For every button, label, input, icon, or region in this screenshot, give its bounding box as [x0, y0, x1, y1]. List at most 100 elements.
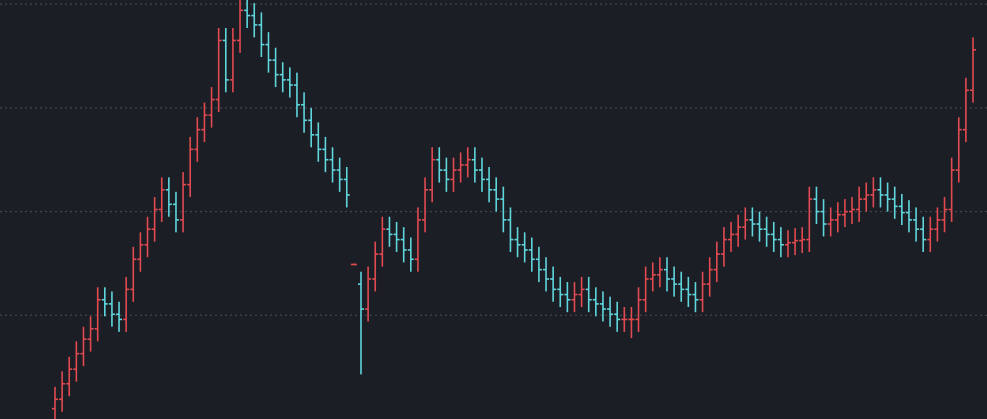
ohlc-bar [265, 32, 272, 73]
ohlc-bar [393, 221, 400, 253]
ohlc-bar [172, 191, 179, 233]
ohlc-bar [365, 266, 372, 322]
ohlc-bar [962, 77, 969, 143]
ohlc-bar [322, 136, 329, 173]
ohlc-bar [286, 67, 293, 98]
ohlc-bar [414, 207, 421, 272]
ohlc-bar [514, 227, 521, 258]
ohlc-bar [671, 266, 678, 297]
ohlc-bar [194, 117, 201, 162]
ohlc-bar [877, 177, 884, 208]
ohlc-bar [443, 157, 450, 192]
ohlc-bar [528, 237, 535, 272]
ohlc-bar [827, 207, 834, 237]
ohlc-bar [720, 227, 727, 267]
ohlc-bar [358, 271, 364, 375]
ohlc-bar [607, 296, 614, 327]
ohlc-bar [749, 207, 756, 237]
ohlc-bar [407, 237, 414, 272]
ohlc-bar [73, 341, 80, 382]
ohlc-bar [59, 371, 66, 412]
ohlc-bar [955, 117, 962, 183]
ohlc-bar [571, 282, 578, 313]
ohlc-bar [158, 177, 165, 222]
ohlc-bar [87, 316, 94, 352]
ohlc-bar [208, 87, 215, 128]
ohlc-bar [229, 28, 236, 93]
ohlc-bar [507, 207, 514, 253]
ohlc-bar [436, 147, 443, 183]
ohlc-bar [777, 227, 784, 258]
ohlc-bar [500, 186, 507, 233]
ohlc-bar [599, 291, 606, 322]
ohlc-bar [614, 301, 621, 332]
ohlc-bar [656, 257, 663, 288]
ohlc-bar [471, 147, 478, 183]
ohlc-bar [664, 257, 670, 292]
ohlc-bar [329, 147, 336, 183]
ohlc-bar [386, 216, 393, 247]
ohlc-bar [870, 177, 877, 208]
ohlc-bar [628, 306, 635, 339]
ohlc-bar [856, 186, 863, 222]
ohlc-bar [834, 202, 841, 233]
ohlc-bar [621, 306, 628, 332]
ohlc-bar [564, 282, 571, 313]
ohlc-bar [130, 246, 137, 302]
ohlc-bar [80, 326, 87, 367]
ohlc-bar [258, 12, 265, 58]
ohlc-bar [699, 271, 706, 313]
ohlc-bar [521, 232, 528, 263]
ohlc-bar [350, 263, 357, 266]
ohlc-bar [948, 157, 955, 222]
ohlc-bar [685, 276, 692, 307]
ohlc-bar [692, 282, 699, 313]
ohlc-bar [742, 207, 749, 240]
ohlc-bar [735, 214, 742, 247]
ohlc-bar [493, 177, 500, 212]
ohlc-bar [215, 28, 222, 113]
ohlc-bar [180, 172, 187, 233]
ohlc-bar [706, 257, 713, 297]
ohlc-bar [678, 271, 685, 302]
ohlc-bar [372, 241, 379, 292]
ohlc-bar [770, 221, 777, 253]
ohlc-bar [151, 197, 158, 242]
ohlc-bar [592, 287, 599, 317]
ohlc-bar [137, 232, 144, 272]
ohlc-bar [841, 199, 848, 228]
ohlc-bar [934, 207, 941, 242]
ohlc-bar [792, 228, 799, 256]
ohlc-bar [52, 386, 58, 419]
ohlc-bar [123, 276, 130, 332]
ohlc-bar [585, 276, 592, 313]
ohlc-bar [849, 197, 856, 225]
ohlc-bar [457, 152, 464, 183]
ohlc-bar [101, 287, 108, 317]
ohlc-bar [244, 0, 251, 29]
ohlc-bar [429, 147, 436, 203]
ohlc-bar [222, 28, 229, 93]
ohlc-bar [905, 200, 912, 233]
ohlc-bar [550, 266, 557, 302]
ohlc-bar [913, 207, 920, 242]
ohlc-bar [649, 262, 656, 292]
ohlc-bar [806, 186, 813, 253]
ohlc-bar [144, 216, 151, 258]
ohlc-bar [642, 266, 649, 313]
ohlc-bar [920, 216, 927, 253]
ohlc-bar [379, 216, 386, 267]
ohlc-bar [970, 37, 976, 103]
ohlc-bar [884, 182, 891, 212]
ohlc-bar [279, 62, 286, 93]
ohlc-bar [422, 177, 429, 233]
ohlc-bar [116, 301, 123, 332]
ohlc-bar [293, 72, 300, 118]
ohlc-bar [66, 356, 73, 397]
ohlc-bar [400, 227, 407, 263]
ohlc-bar [784, 230, 791, 258]
ohlc-bar [898, 193, 905, 226]
